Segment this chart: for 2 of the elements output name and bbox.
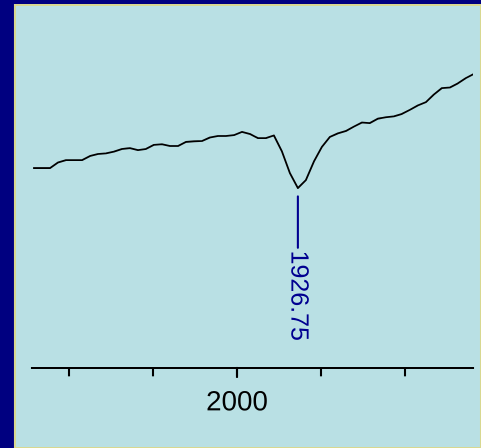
annotation: 1926.75 [291,252,309,340]
text: 2000 [208,390,267,411]
